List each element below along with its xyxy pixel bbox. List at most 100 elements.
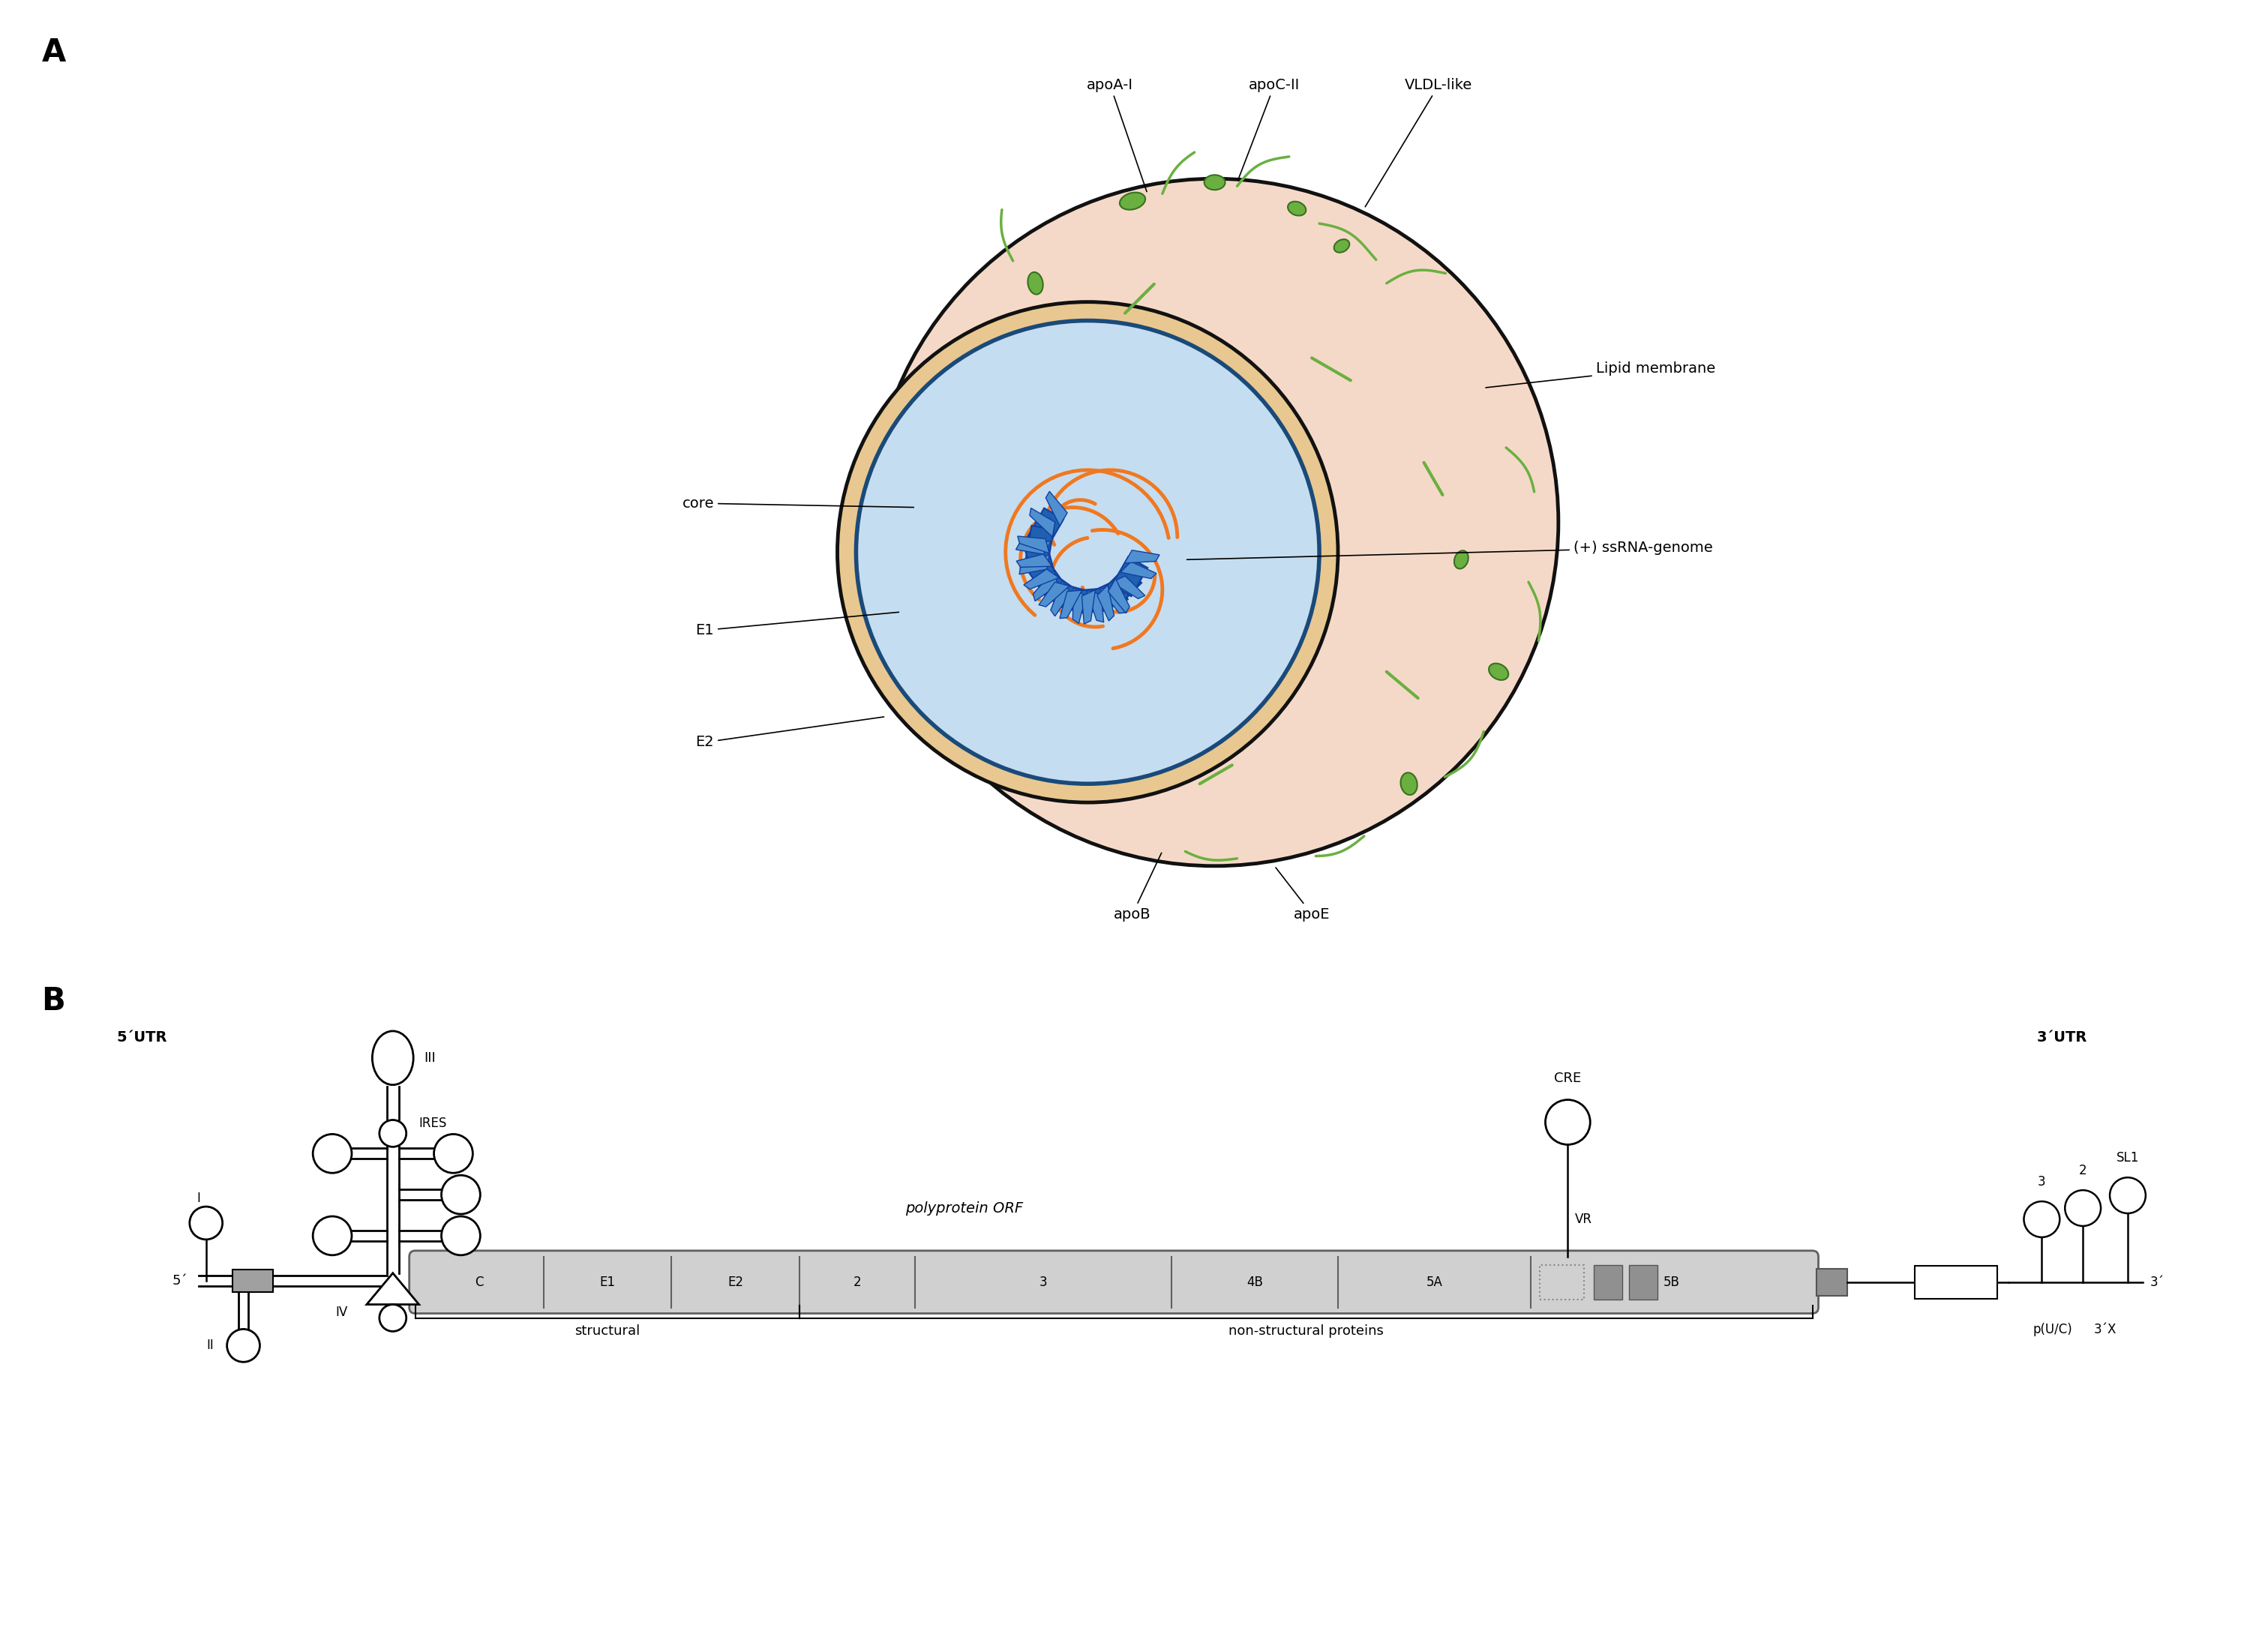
Text: A: A (41, 36, 66, 67)
Text: p(U/C): p(U/C) (2032, 1323, 2073, 1337)
Circle shape (433, 1134, 472, 1174)
Circle shape (313, 1134, 352, 1174)
Polygon shape (1025, 546, 1057, 584)
Circle shape (442, 1175, 481, 1215)
Text: non-structural proteins: non-structural proteins (1229, 1325, 1383, 1338)
Polygon shape (1018, 537, 1050, 553)
Polygon shape (1025, 525, 1055, 561)
Ellipse shape (1204, 174, 1225, 189)
Text: 2: 2 (853, 1276, 862, 1289)
Circle shape (442, 1216, 481, 1256)
Ellipse shape (1027, 272, 1043, 295)
Circle shape (871, 179, 1558, 866)
Circle shape (855, 321, 1320, 783)
Text: 3´: 3´ (2150, 1276, 2164, 1289)
Polygon shape (1111, 576, 1145, 599)
Polygon shape (1100, 588, 1127, 614)
Text: 5´: 5´ (172, 1274, 188, 1287)
Text: I: I (197, 1192, 200, 1205)
Polygon shape (1073, 588, 1086, 624)
Text: 5B: 5B (1662, 1276, 1681, 1289)
Text: VLDL-like: VLDL-like (1365, 77, 1472, 207)
Circle shape (313, 1216, 352, 1256)
Polygon shape (1030, 560, 1066, 599)
Text: 5´UTR: 5´UTR (116, 1030, 168, 1045)
Ellipse shape (1454, 551, 1467, 570)
Circle shape (2023, 1202, 2059, 1238)
Text: 3: 3 (2039, 1175, 2046, 1188)
Text: core: core (683, 495, 914, 510)
Polygon shape (1016, 542, 1050, 555)
Text: 3´UTR: 3´UTR (2037, 1030, 2087, 1045)
Text: II: II (206, 1338, 213, 1353)
Text: CRE: CRE (1554, 1072, 1581, 1085)
Text: apoB: apoB (1114, 853, 1161, 922)
Text: 4B: 4B (1247, 1276, 1263, 1289)
Polygon shape (1082, 589, 1095, 624)
Polygon shape (1050, 581, 1070, 616)
Polygon shape (1109, 579, 1129, 612)
Polygon shape (1057, 584, 1093, 614)
FancyBboxPatch shape (1914, 1266, 1996, 1299)
Text: E1: E1 (599, 1276, 615, 1289)
Polygon shape (1120, 561, 1157, 579)
Text: 3´X: 3´X (2093, 1323, 2116, 1337)
Polygon shape (1027, 509, 1064, 548)
Text: 2: 2 (2080, 1164, 2087, 1177)
Circle shape (379, 1119, 406, 1147)
Text: VR: VR (1576, 1213, 1592, 1226)
Text: apoE: apoE (1275, 867, 1329, 922)
Circle shape (191, 1207, 222, 1239)
Polygon shape (1016, 555, 1052, 568)
Bar (1817, 1269, 1848, 1295)
Polygon shape (1111, 556, 1148, 596)
Circle shape (1545, 1100, 1590, 1144)
Ellipse shape (1120, 193, 1145, 209)
Text: 3: 3 (1039, 1276, 1048, 1289)
Bar (231, 1269, 272, 1292)
Polygon shape (1089, 579, 1127, 614)
Text: E2: E2 (728, 1276, 744, 1289)
Text: apoA-I: apoA-I (1086, 77, 1148, 191)
Text: B: B (41, 986, 66, 1017)
Ellipse shape (1288, 201, 1306, 216)
Text: apoC-II: apoC-II (1238, 77, 1300, 181)
FancyBboxPatch shape (408, 1251, 1819, 1314)
Text: IV: IV (336, 1305, 347, 1318)
Polygon shape (1102, 566, 1141, 606)
Polygon shape (1075, 588, 1109, 614)
Bar (1594, 1264, 1622, 1299)
Text: (+) ssRNA-genome: (+) ssRNA-genome (1186, 542, 1712, 560)
Circle shape (2109, 1177, 2146, 1213)
Text: C: C (474, 1276, 483, 1289)
Circle shape (227, 1328, 261, 1361)
Ellipse shape (372, 1030, 413, 1085)
Text: E2: E2 (696, 718, 885, 749)
Polygon shape (1023, 570, 1059, 589)
Polygon shape (1039, 583, 1068, 607)
Text: 5A: 5A (1427, 1276, 1442, 1289)
Text: E1: E1 (696, 612, 898, 637)
Text: polyprotein ORF: polyprotein ORF (905, 1202, 1023, 1215)
Text: SL1: SL1 (2116, 1151, 2139, 1165)
Polygon shape (1059, 591, 1082, 619)
Ellipse shape (1488, 663, 1508, 680)
Text: Lipid membrane: Lipid membrane (1486, 362, 1715, 387)
Polygon shape (1034, 571, 1057, 601)
Circle shape (379, 1305, 406, 1332)
Ellipse shape (1334, 239, 1349, 252)
Ellipse shape (1402, 772, 1418, 795)
Circle shape (2064, 1190, 2100, 1226)
Circle shape (837, 301, 1338, 803)
Polygon shape (1030, 509, 1055, 537)
Polygon shape (1041, 573, 1080, 611)
Polygon shape (1098, 584, 1114, 621)
Polygon shape (1046, 492, 1068, 525)
Text: structural: structural (574, 1325, 640, 1338)
Polygon shape (1086, 591, 1105, 622)
Bar (1628, 1264, 1658, 1299)
Polygon shape (367, 1272, 420, 1305)
Text: III: III (424, 1052, 435, 1065)
Polygon shape (1125, 550, 1159, 563)
Text: IRES: IRES (420, 1118, 447, 1131)
